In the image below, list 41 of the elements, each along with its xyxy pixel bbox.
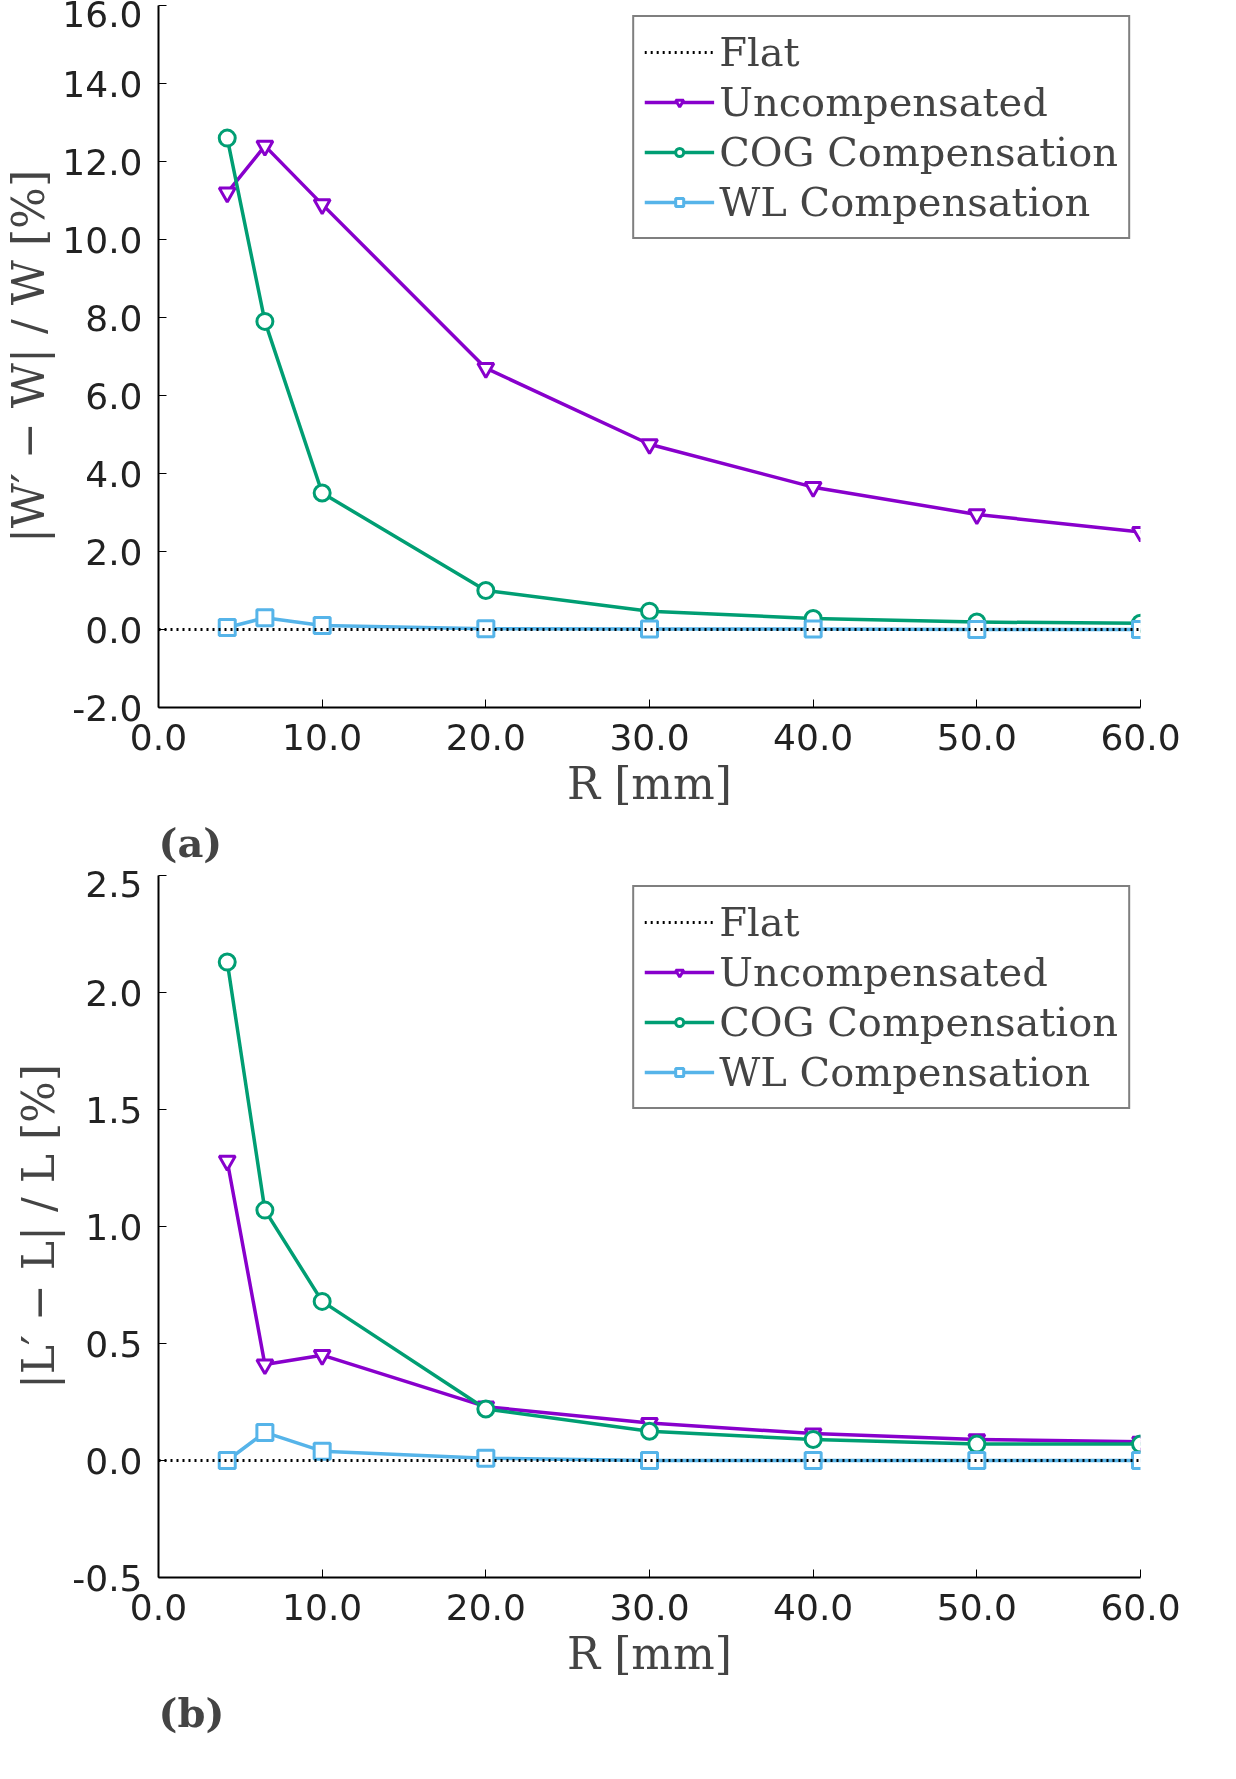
legend-label: Flat [719, 898, 800, 947]
legend-label: Flat [719, 28, 800, 77]
y-tick-label: 6.0 [85, 375, 143, 417]
x-tick-label: 20.0 [445, 1586, 526, 1628]
y-tick-label: 10.0 [62, 219, 143, 261]
y-tick-label: 1.5 [85, 1089, 143, 1131]
y-tick-label: 2.0 [85, 972, 143, 1014]
y-tick-label: 2.5 [85, 863, 143, 905]
legend-label: COG Compensation [719, 128, 1118, 177]
x-axis-title: R [mm] [567, 757, 732, 809]
x-tick-label: 60.0 [1100, 716, 1181, 758]
legend-label: COG Compensation [719, 998, 1118, 1047]
y-tick-label: 4.0 [85, 453, 143, 495]
legend-label: Uncompensated [719, 78, 1048, 127]
x-tick-label: 10.0 [282, 716, 363, 758]
y-axis-title: |W′ − W| / W [%] [3, 169, 56, 544]
legend-label: Uncompensated [719, 948, 1048, 997]
x-tick-label: 50.0 [936, 1586, 1017, 1628]
y-tick-label: 0.0 [85, 609, 143, 651]
y-tick-label: 0.0 [85, 1440, 143, 1482]
y-axis-title: |L′ − L| / L [%] [13, 1063, 66, 1390]
y-tick-label: 1.0 [85, 1206, 143, 1248]
x-tick-label: 30.0 [609, 716, 690, 758]
x-axis-title: R [mm] [567, 1627, 732, 1679]
y-tick-label: 8.0 [85, 297, 143, 339]
y-tick-label: 0.5 [85, 1323, 143, 1365]
y-tick-label: 12.0 [62, 141, 143, 183]
x-tick-label: 40.0 [773, 1586, 854, 1628]
y-tick-label: 2.0 [85, 531, 143, 573]
text: (a) [158, 818, 223, 866]
x-tick-label: 40.0 [773, 716, 854, 758]
legend-label: WL Compensation [719, 178, 1091, 227]
text: (b) [158, 1688, 225, 1736]
x-tick-label: 60.0 [1100, 1586, 1181, 1628]
x-tick-label: 20.0 [445, 716, 526, 758]
x-tick-label: 30.0 [609, 1586, 690, 1628]
legend-label: WL Compensation [719, 1048, 1091, 1097]
y-tick-label: 14.0 [62, 63, 143, 105]
y-tick-label: 16.0 [62, 0, 143, 35]
x-tick-label: 50.0 [936, 716, 1017, 758]
x-tick-label: 10.0 [282, 1586, 363, 1628]
